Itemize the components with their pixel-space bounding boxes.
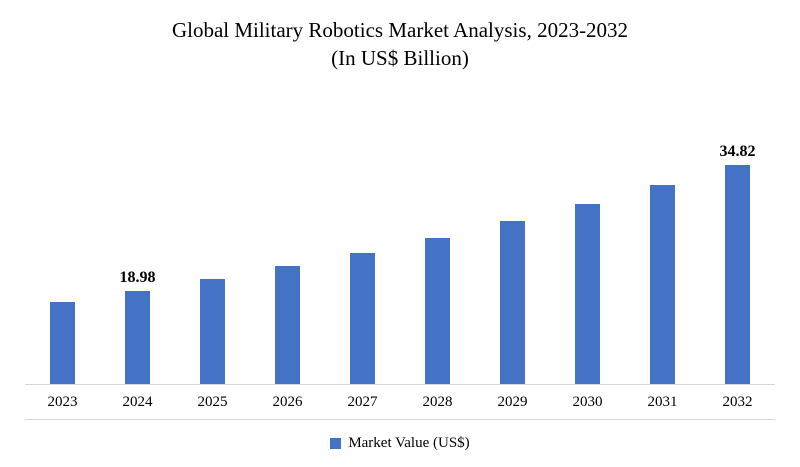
- bar-column-2025: [175, 95, 250, 384]
- data-label-2032: 34.82: [719, 143, 756, 160]
- x-tick-label-2026: 2026: [272, 393, 303, 410]
- bar-2029: [500, 221, 525, 384]
- bar-column-2023: [25, 95, 100, 384]
- bar-column-2027: [325, 95, 400, 384]
- bar-2026: [275, 266, 300, 384]
- legend-swatch-icon: [330, 437, 342, 449]
- bar-column-2026: [250, 95, 325, 384]
- chart-title-block: Global Military Robotics Market Analysis…: [0, 0, 800, 73]
- bar-column-2032: 34.82: [700, 95, 775, 384]
- bar-2030: [575, 204, 600, 384]
- x-axis-labels: 2023 2024 2025 2026 2027 2028 2029 2030 2031 2032: [25, 385, 775, 420]
- x-tick-label-2029: 2029: [497, 393, 528, 410]
- bar-2031: [650, 185, 675, 384]
- bar-column-2024: 18.98: [100, 95, 175, 384]
- bar-2024: [125, 291, 150, 384]
- x-tick-label-2025: 2025: [197, 393, 228, 410]
- bar-column-2030: [550, 95, 625, 384]
- bar-2023: [50, 302, 75, 384]
- x-tick-label-2028: 2028: [422, 393, 453, 410]
- x-tick-label-2030: 2030: [572, 393, 603, 410]
- bar-column-2031: [625, 95, 700, 384]
- bar-2025: [200, 279, 225, 384]
- bar-2028: [425, 238, 450, 384]
- data-label-2024: 18.98: [119, 269, 156, 286]
- legend: Market Value (US$): [0, 428, 800, 458]
- x-tick-label-2032: 2032: [722, 393, 753, 410]
- bar-column-2029: [475, 95, 550, 384]
- chart-subtitle: (In US$ Billion): [331, 46, 469, 71]
- bar-2027: [350, 253, 375, 384]
- legend-label: Market Value (US$): [348, 434, 470, 451]
- x-tick-label-2024: 2024: [122, 393, 153, 410]
- plot-area: 18.98 34.82: [25, 95, 775, 385]
- chart-title: Global Military Robotics Market Analysis…: [171, 18, 629, 42]
- bar-column-2028: [400, 95, 475, 384]
- x-tick-label-2031: 2031: [647, 393, 678, 410]
- bar-2032: [725, 165, 750, 384]
- x-tick-label-2023: 2023: [47, 393, 78, 410]
- x-tick-label-2027: 2027: [347, 393, 378, 410]
